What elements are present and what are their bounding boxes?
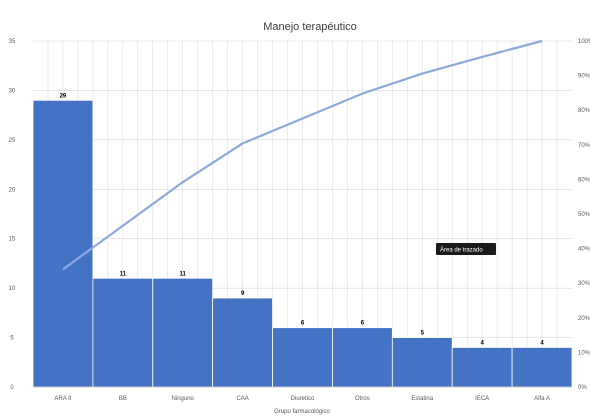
y2-tick-label: 40% xyxy=(578,247,590,253)
data-label: 5 xyxy=(421,331,425,337)
x-tick-label: CAA xyxy=(236,396,248,402)
y-tick-label: 15 xyxy=(9,237,16,243)
bar-ara-ii[interactable] xyxy=(32,99,94,388)
data-label: 11 xyxy=(120,271,127,277)
tooltip-text: Área de trazado xyxy=(440,247,483,254)
y-tick-label: 20 xyxy=(9,187,16,193)
bar-layer xyxy=(32,99,573,388)
bar-ninguno[interactable] xyxy=(152,277,214,388)
y2-tick-label: 60% xyxy=(578,177,590,183)
tooltip-box xyxy=(436,243,496,255)
chart-title: Manejo terapéutico xyxy=(263,21,357,33)
y-tick-label: 5 xyxy=(10,336,14,342)
y2-tick-label: 20% xyxy=(578,316,590,322)
data-label: 6 xyxy=(301,321,305,327)
x-tick-label: Alfa A xyxy=(534,396,550,402)
label-layer: 29 11 11 9 6 6 5 4 4 xyxy=(60,93,545,346)
x-tick-label: IECA xyxy=(475,396,489,402)
data-label: 6 xyxy=(361,321,365,327)
y2-tick-label: 0% xyxy=(578,385,587,391)
y-tick-label: 30 xyxy=(9,88,16,94)
x-tick-label: Otros xyxy=(355,396,370,402)
y2-tick-label: 90% xyxy=(578,74,590,80)
data-label: 29 xyxy=(60,93,67,99)
data-label: 9 xyxy=(241,291,245,297)
y-tick-label: 10 xyxy=(9,286,16,292)
y2-tick-label: 10% xyxy=(578,350,590,356)
bar-ieca[interactable] xyxy=(451,347,513,388)
y2-tick-label: 70% xyxy=(578,143,590,149)
x-tick-label: Diuretico xyxy=(291,396,315,402)
data-label: 4 xyxy=(480,340,484,346)
y2-tick-label: 100% xyxy=(578,39,590,45)
bar-otros[interactable] xyxy=(332,327,393,388)
bar-caa[interactable] xyxy=(212,297,273,388)
bar-bb[interactable] xyxy=(92,277,154,388)
x-tick-label: ARA II xyxy=(54,396,71,402)
y2-tick-label: 50% xyxy=(578,212,590,218)
y-tick-label: 0 xyxy=(10,385,14,391)
bar-estatina[interactable] xyxy=(391,337,453,388)
x-tick-label: BB xyxy=(119,396,127,402)
cumulative-line[interactable] xyxy=(62,39,543,271)
line-layer xyxy=(62,39,543,271)
bar-diuretico[interactable] xyxy=(272,327,333,388)
data-label: 11 xyxy=(180,271,187,277)
x-axis-title: Grupo farmacológico xyxy=(274,409,330,415)
plot-area-tooltip: Área de trazado xyxy=(436,243,496,255)
x-tick-label: Ninguno xyxy=(172,396,195,402)
data-label: 4 xyxy=(540,340,544,346)
y2-tick-label: 80% xyxy=(578,108,590,114)
axis-layer: 0 5 10 15 20 25 30 35 0% 10% 20% 30% 40% 50% 60% 70% 80%… xyxy=(9,39,590,402)
y-tick-label: 25 xyxy=(9,138,16,144)
x-tick-label: Estatina xyxy=(411,396,433,402)
bar-alfa-a[interactable] xyxy=(511,347,573,388)
y-tick-label: 35 xyxy=(9,39,16,45)
y2-tick-label: 30% xyxy=(578,281,590,287)
